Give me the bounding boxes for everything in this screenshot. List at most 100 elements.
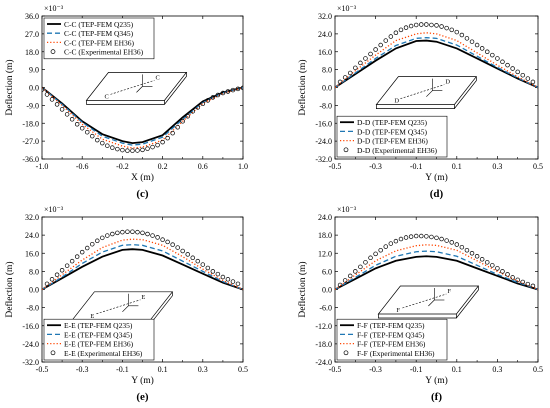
experimental-point <box>220 90 226 96</box>
inset-plate <box>377 285 480 315</box>
series-line-dotted <box>335 244 538 291</box>
legend-entry: E-E (TEP-FEM Q235) <box>64 321 133 330</box>
x-axis-label: X (m) <box>131 172 154 183</box>
experimental-point <box>130 229 135 234</box>
experimental-point <box>240 85 243 91</box>
experimental-point <box>220 274 226 280</box>
x-tick-label: 0.1 <box>452 365 462 374</box>
experimental-point <box>424 234 429 239</box>
experimental-point <box>403 25 409 30</box>
experimental-point <box>185 114 190 119</box>
x-tick-label: 0.3 <box>198 365 208 374</box>
experimental-point <box>495 266 500 271</box>
experimental-point <box>155 142 160 148</box>
experimental-point <box>353 65 358 71</box>
experimental-point <box>378 42 383 48</box>
legend: C-C (TEP-FEM Q235)C-C (TEP-FEM Q345)C-C … <box>43 17 155 60</box>
inset-plate <box>85 72 188 101</box>
panel-label: (d) <box>430 188 444 200</box>
inset-plate-side <box>456 286 479 319</box>
experimental-point <box>79 125 85 131</box>
y-tick-label: 16.0 <box>25 249 39 258</box>
experimental-point <box>525 281 531 287</box>
y-tick-label: -24.0 <box>315 137 332 146</box>
experimental-point <box>170 242 175 247</box>
experimental-point <box>100 140 105 146</box>
experimental-point <box>479 257 485 262</box>
inset-section-label: D <box>445 79 450 86</box>
experimental-point <box>110 231 115 237</box>
legend-entry: F-F (TEP-FEM Q235) <box>357 321 425 330</box>
inset-plate-edge <box>378 314 457 319</box>
y-tick-label: -32.0 <box>315 155 332 164</box>
y-tick-label: 12.0 <box>318 249 332 258</box>
experimental-point <box>490 263 495 268</box>
experimental-point <box>368 51 373 57</box>
experimental-point <box>230 87 236 93</box>
legend-marker <box>50 350 56 356</box>
experimental-point <box>373 251 378 257</box>
experimental-point <box>393 30 399 36</box>
inset-section-label: C <box>155 74 159 81</box>
y-axis-label: Deflection (m) <box>4 261 15 317</box>
experimental-point <box>69 258 75 264</box>
experimental-point <box>74 121 80 127</box>
legend-box <box>336 318 448 361</box>
experimental-point <box>190 255 196 261</box>
legend: D-D (TEP-FEM Q235)D-D (TEP-FEM Q345)D-D … <box>336 115 448 158</box>
experimental-point <box>180 119 185 124</box>
y-tick-label: -24.0 <box>22 340 39 349</box>
experimental-point <box>42 87 45 92</box>
experimental-point <box>424 22 429 27</box>
legend-box <box>43 318 155 361</box>
legend-entry: C-C (TEP-FEM Q345) <box>64 29 134 38</box>
x-tick-label: 0.5 <box>533 162 543 171</box>
y-tick-label: -16.0 <box>315 119 332 128</box>
legend-entry: D-D (TEP-FEM EH36) <box>357 137 428 146</box>
experimental-point <box>474 254 480 259</box>
legend-entry: F-F (Experimental EH36) <box>357 349 435 358</box>
inset-section-label: E <box>90 313 94 320</box>
legend-entry: C-C (TEP-FEM Q235) <box>64 20 134 29</box>
experimental-point <box>195 258 201 264</box>
experimental-point <box>515 69 520 75</box>
inset-section-label: E <box>141 294 145 301</box>
y-tick-label: -36.0 <box>22 155 39 164</box>
x-tick-label: 0.3 <box>492 365 502 374</box>
experimental-point <box>388 241 394 246</box>
inset-section-line <box>402 293 447 309</box>
chart-panel-0: 36.0 27.0 18.0 9.0 0.0 -9.0 -18.0 -27.0 -36.0-1.… <box>4 4 248 200</box>
legend-box <box>43 17 155 60</box>
experimental-point <box>434 235 439 241</box>
experimental-point <box>165 239 170 245</box>
experimental-point <box>79 249 85 255</box>
experimental-point <box>403 235 409 240</box>
experimental-point <box>439 24 444 29</box>
y-tick-label: -6.0 <box>319 304 332 313</box>
experimental-point <box>175 124 180 130</box>
experimental-point <box>388 34 394 39</box>
experimental-point <box>358 60 363 66</box>
inset-section-label: D <box>394 98 399 105</box>
experimental-point <box>59 267 65 273</box>
x-tick-label: -0.5 <box>36 365 49 374</box>
experimental-point <box>49 97 55 102</box>
experimental-point <box>135 229 140 235</box>
series-line-solid <box>42 248 243 291</box>
experimental-point <box>490 52 495 58</box>
experimental-point <box>200 262 206 267</box>
experimental-point <box>398 27 404 33</box>
x-tick-label: -0.1 <box>116 365 129 374</box>
experimental-point <box>408 234 414 239</box>
experimental-point <box>95 137 100 143</box>
experimental-point <box>150 233 155 238</box>
inset-section-label: F <box>396 307 400 314</box>
legend-entry: D-D (Experimental EH36) <box>357 146 437 155</box>
experimental-point <box>105 233 110 238</box>
experimental-point <box>510 66 515 71</box>
experimental-point <box>84 245 90 251</box>
experimental-point <box>444 25 449 31</box>
experimental-point <box>342 75 348 80</box>
experimental-point <box>155 235 160 240</box>
x-tick-label: 0.6 <box>198 162 208 171</box>
